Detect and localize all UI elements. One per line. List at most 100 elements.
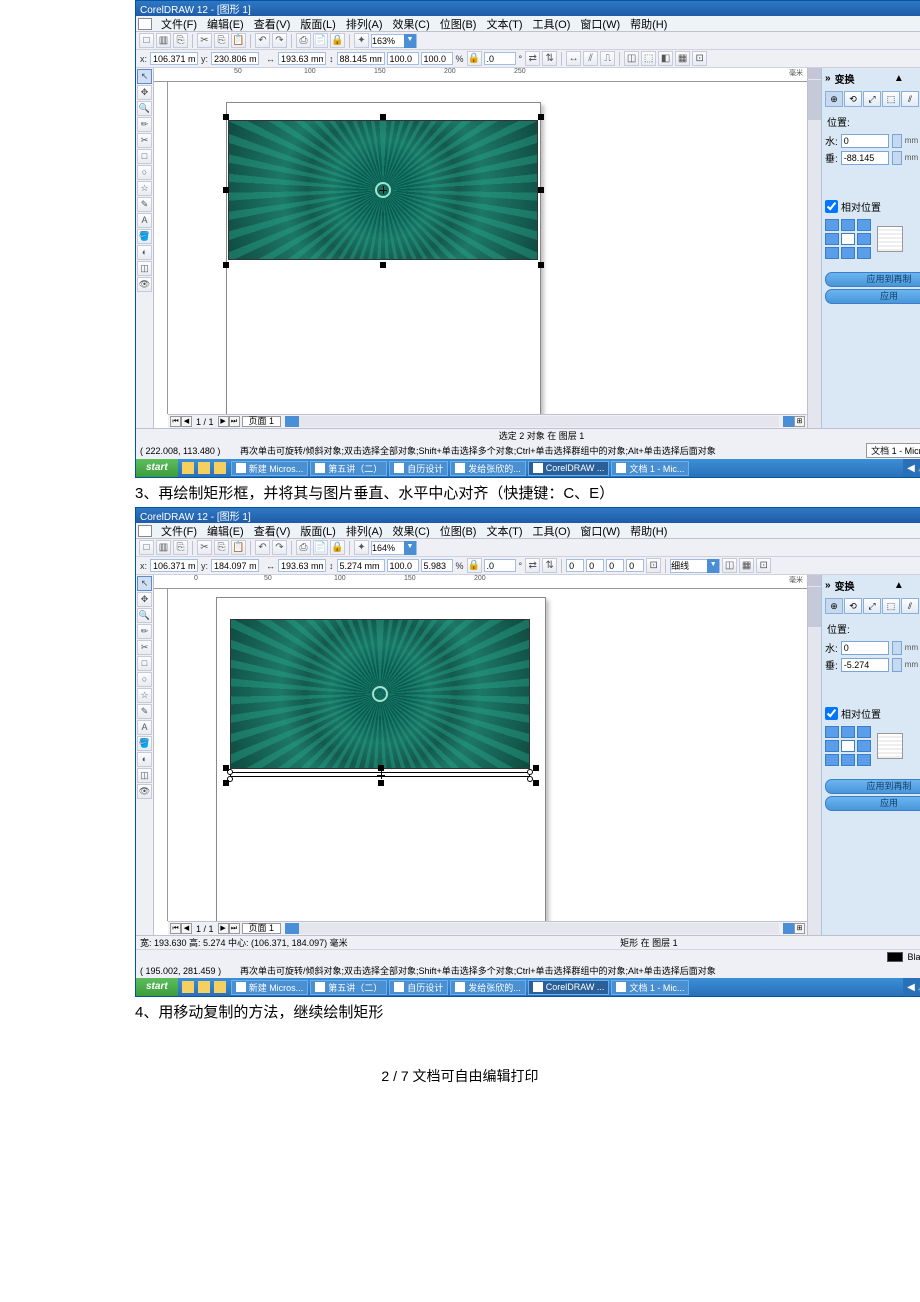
anchor-grid[interactable] (825, 726, 871, 766)
break-icon[interactable]: ▦ (675, 51, 690, 66)
combine-icon[interactable]: ◧ (658, 51, 673, 66)
to-curve-icon[interactable]: ▦ (739, 558, 754, 573)
taskbar-item[interactable]: 新建 Micros... (231, 461, 309, 476)
pick-tool-icon[interactable]: ↖ (137, 576, 152, 591)
round-corners-icon[interactable]: ⊡ (646, 558, 661, 573)
rotate-tab-icon[interactable]: ⟲ (844, 91, 862, 107)
zoom-combo[interactable]: 163% ▼ (371, 34, 417, 48)
ungroup-icon[interactable]: ⬚ (641, 51, 656, 66)
apply-duplicate-button[interactable]: 应用到再制 (825, 779, 920, 794)
wrap-icon[interactable]: ◫ (722, 558, 737, 573)
height-input[interactable] (337, 52, 385, 65)
selection-handle[interactable] (538, 187, 544, 193)
redo-icon[interactable]: ↷ (272, 33, 287, 48)
redo-icon[interactable]: ↷ (272, 540, 287, 555)
lock-ratio-icon[interactable]: 🔒 (467, 558, 482, 573)
selection-handle[interactable] (380, 114, 386, 120)
selection-handle[interactable] (380, 262, 386, 268)
titlebar[interactable]: CorelDRAW 12 - [图形 1] – □ × (136, 508, 920, 523)
import-icon[interactable]: 📄 (313, 540, 328, 555)
position-tab-icon[interactable]: ⊕ (825, 598, 843, 614)
lock-ratio-icon[interactable]: 🔒 (467, 51, 482, 66)
scale-tab-icon[interactable]: ⤢ (863, 91, 881, 107)
corner-input[interactable] (566, 559, 584, 572)
import-icon[interactable]: 📄 (313, 33, 328, 48)
apply-button[interactable]: 应用 (825, 289, 920, 304)
relative-checkbox[interactable] (825, 200, 838, 213)
menu-window[interactable]: 窗口(W) (575, 16, 625, 32)
scale-x-input[interactable] (387, 559, 419, 572)
quicklaunch-icon[interactable] (198, 981, 210, 993)
menu-tools[interactable]: 工具(O) (528, 523, 576, 539)
taskbar-item[interactable]: 第五讲（二） (310, 461, 387, 476)
anchor-grid[interactable] (825, 219, 871, 259)
taskbar-item[interactable]: CorelDRAW ... (528, 980, 610, 995)
eyedropper-tool-icon[interactable]: ◫ (137, 261, 152, 276)
save-icon[interactable]: ⎘ (173, 540, 188, 555)
canvas[interactable] (168, 589, 807, 921)
pick-tool-icon[interactable]: ↖ (137, 69, 152, 84)
selection-handle[interactable] (223, 114, 229, 120)
taskbar-item[interactable]: 自历设计 (389, 461, 448, 476)
next-page-button[interactable]: ▶ (218, 416, 229, 427)
taskbar-item[interactable]: CorelDRAW ... (528, 461, 610, 476)
system-tray[interactable]: ◀🔊🖧 17:07 (903, 459, 920, 477)
mirror-v-icon[interactable]: ⇅ (542, 51, 557, 66)
menu-window[interactable]: 窗口(W) (575, 523, 625, 539)
print-icon[interactable]: ⎙ (296, 33, 311, 48)
corner-input[interactable] (606, 559, 624, 572)
print-icon[interactable]: ⎙ (296, 540, 311, 555)
ellipse-tool-icon[interactable]: ○ (137, 165, 152, 180)
prev-page-button[interactable]: ◀ (181, 923, 192, 934)
polygon-tool-icon[interactable]: ☆ (137, 181, 152, 196)
menu-bitmap[interactable]: 位图(B) (435, 523, 482, 539)
taskbar-item[interactable]: 自历设计 (389, 980, 448, 995)
scroll-up-button[interactable] (808, 68, 822, 79)
cut-icon[interactable]: ✂ (197, 33, 212, 48)
skew-tab-icon[interactable]: ⫽ (901, 598, 919, 614)
selection-handle[interactable] (223, 262, 229, 268)
pos-y-input[interactable] (211, 52, 259, 65)
wrap-icon[interactable]: ◫ (624, 51, 639, 66)
basic-shapes-icon[interactable]: ✎ (137, 197, 152, 212)
export-icon[interactable]: 🔒 (330, 33, 345, 48)
start-button[interactable]: start (136, 978, 178, 996)
apply-duplicate-button[interactable]: 应用到再制 (825, 272, 920, 287)
shape-tool-icon[interactable]: ✥ (137, 85, 152, 100)
taskbar-item[interactable]: 第五讲（二） (310, 980, 387, 995)
height-input[interactable] (337, 559, 385, 572)
outline-combo[interactable]: 细线▼ (670, 559, 720, 573)
cut-icon[interactable]: ✂ (197, 540, 212, 555)
shape-tool-icon[interactable]: ✥ (137, 592, 152, 607)
corner-input[interactable] (586, 559, 604, 572)
export-icon[interactable]: 🔒 (330, 540, 345, 555)
outline-tool-icon[interactable]: 👁 (137, 784, 152, 799)
eyedropper-tool-icon[interactable]: ◫ (137, 768, 152, 783)
outline-tool-icon[interactable]: 👁 (137, 277, 152, 292)
mirror-h-icon[interactable]: ⇄ (525, 51, 540, 66)
copy-icon[interactable]: ⎘ (214, 540, 229, 555)
selection-handle[interactable] (223, 780, 229, 786)
fill-tool-icon[interactable]: 🪣 (137, 736, 152, 751)
copy-icon[interactable]: ⎘ (214, 33, 229, 48)
last-page-button[interactable]: ⏭ (229, 416, 240, 427)
menu-layout[interactable]: 版面(L) (295, 523, 340, 539)
menu-view[interactable]: 查看(V) (249, 523, 296, 539)
outline-swatch[interactable] (887, 952, 903, 962)
taskbar-item[interactable]: 文档 1 - Mic... (611, 461, 689, 476)
save-icon[interactable]: ⎘ (173, 33, 188, 48)
canvas[interactable] (168, 82, 807, 414)
new-icon[interactable]: □ (139, 540, 154, 555)
corner-input[interactable] (626, 559, 644, 572)
ruler-horizontal[interactable]: 0 50 100 150 200 毫米 (154, 575, 807, 589)
convert-icon[interactable]: ⊡ (692, 51, 707, 66)
zoom-tool-icon[interactable]: 🔍 (137, 101, 152, 116)
app-launcher-icon[interactable]: ✦ (354, 540, 369, 555)
selection-handle[interactable] (538, 262, 544, 268)
scroll-right-button[interactable] (783, 416, 794, 427)
horizontal-scrollbar[interactable] (285, 416, 779, 427)
menu-text[interactable]: 文本(T) (481, 523, 527, 539)
ruler-vertical[interactable] (154, 589, 168, 921)
smart-tool-icon[interactable]: ✂ (137, 133, 152, 148)
text-tool-icon[interactable]: A (137, 213, 152, 228)
